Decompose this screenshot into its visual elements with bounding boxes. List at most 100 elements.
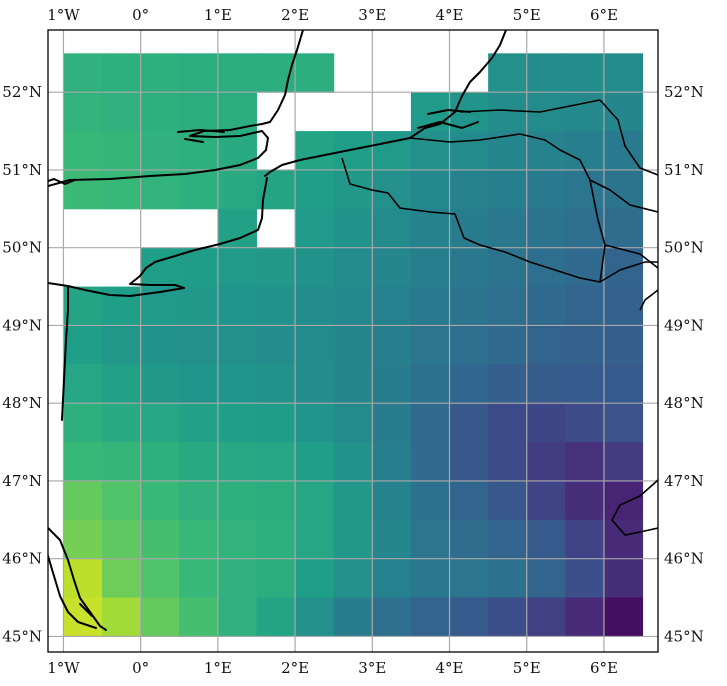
lon-label-bottom: 1°W (47, 659, 80, 677)
lon-label-bottom: 6°E (590, 659, 618, 677)
heatmap-cell (488, 53, 528, 93)
heatmap-cell (603, 403, 644, 443)
border-netherlands-germany (599, 99, 658, 176)
heatmap-cell (217, 403, 257, 443)
heatmap-cell (372, 442, 412, 482)
heatmap-cell (526, 169, 566, 210)
coastline-east-anglia (269, 30, 304, 123)
coastline-beachy-head (48, 178, 76, 185)
lon-label-bottom: 2°E (281, 659, 309, 677)
heatmap-cell (179, 247, 219, 288)
heatmap-cell (410, 364, 451, 404)
heatmap-cell (410, 286, 451, 326)
heatmap-cell (526, 325, 566, 365)
heatmap-cell (372, 597, 412, 637)
heatmap-cell (488, 442, 528, 482)
heatmap-cell (488, 169, 528, 210)
heatmap-cell (603, 558, 644, 599)
heatmap-cell (410, 169, 451, 210)
lat-label-left: 49°N (2, 316, 42, 334)
heatmap-cell (333, 597, 373, 637)
border-belgium-netherlands (409, 133, 658, 213)
heatmap-cell (256, 364, 296, 404)
lat-label-left: 48°N (2, 394, 42, 412)
coastline-netherlands (409, 30, 507, 139)
heatmap-cell (179, 53, 219, 93)
heatmap-cell (102, 325, 142, 365)
heatmap-cell (217, 364, 257, 404)
heatmap-cell (565, 364, 605, 404)
heatmap-cell (63, 325, 103, 365)
heatmap-cell (295, 558, 335, 599)
heatmap-cell (102, 597, 142, 637)
heatmap-cell (565, 53, 605, 93)
heatmap-cell (256, 558, 296, 599)
heatmap-cell (217, 53, 257, 93)
heatmap-layer (63, 53, 644, 637)
heatmap-cell (179, 597, 219, 637)
heatmap-cell (217, 558, 257, 599)
heatmap-cell (217, 208, 257, 249)
heatmap-cell (410, 442, 451, 482)
heatmap-cell (179, 169, 219, 210)
lat-label-right: 45°N (664, 627, 704, 645)
heatmap-cell (295, 480, 335, 521)
heatmap-cell (63, 480, 103, 521)
heatmap-cell (333, 364, 373, 404)
heatmap-cell (488, 325, 528, 365)
heatmap-cell (140, 325, 180, 365)
heatmap-cell (295, 364, 335, 404)
heatmap-cell (179, 286, 219, 326)
heatmap-cell (140, 364, 180, 404)
heatmap-cell (140, 519, 180, 560)
heatmap-cell (63, 53, 103, 93)
heatmap-cell (410, 131, 451, 171)
lat-label-right: 51°N (664, 161, 704, 179)
heatmap-cell (102, 519, 142, 560)
heatmap-cell (295, 403, 335, 443)
heatmap-cell (217, 325, 257, 365)
heatmap-cell (372, 247, 412, 288)
lon-label-top: 6°E (590, 6, 618, 24)
heatmap-cell (449, 558, 489, 599)
heatmap-cell (526, 364, 566, 404)
coastline-kent (189, 121, 271, 151)
heatmap-cell (603, 325, 644, 365)
heatmap-cell (449, 597, 489, 637)
lon-label-top: 2°E (281, 6, 309, 24)
heatmap-cell (565, 208, 605, 249)
heatmap-cell (488, 131, 528, 171)
heatmap-cell (565, 442, 605, 482)
heatmap-cell (295, 325, 335, 365)
lat-label-right: 48°N (664, 394, 704, 412)
heatmap-cell (217, 519, 257, 560)
heatmap-cell (526, 208, 566, 249)
coastline-england-south (48, 149, 267, 187)
heatmap-cell (449, 247, 489, 288)
heatmap-cell (333, 131, 373, 171)
heatmap-cell (372, 364, 412, 404)
heatmap-cell (410, 247, 451, 288)
heatmap-cell (295, 442, 335, 482)
heatmap-cell (526, 53, 566, 93)
heatmap-cell (102, 480, 142, 521)
heatmap-cell (140, 597, 180, 637)
heatmap-cell (63, 442, 103, 482)
heatmap-cell (102, 131, 142, 171)
heatmap-cell (63, 364, 103, 404)
country-borders (341, 99, 658, 536)
heatmap-cell (372, 480, 412, 521)
heatmap-cell (565, 403, 605, 443)
lon-label-bottom: 4°E (436, 659, 464, 677)
heatmap-cell (295, 286, 335, 326)
heatmap-cell (526, 442, 566, 482)
heatmap-cell (565, 519, 605, 560)
heatmap-cell (603, 519, 644, 560)
heatmap-cell (102, 403, 142, 443)
coastline-thames (177, 129, 225, 143)
heatmap-cell (410, 519, 451, 560)
heatmap-cell (372, 558, 412, 599)
heatmap-cell (333, 247, 373, 288)
heatmap-cell (217, 480, 257, 521)
heatmap-cell (526, 519, 566, 560)
